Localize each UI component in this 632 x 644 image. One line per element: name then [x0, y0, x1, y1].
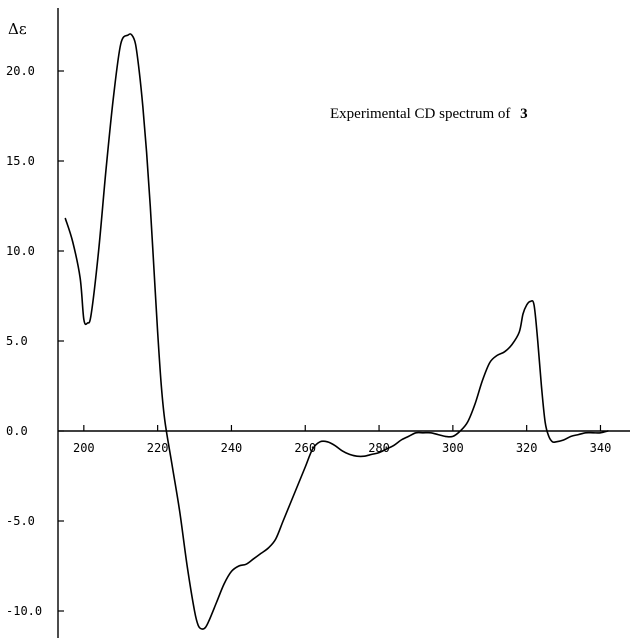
x-tick-label: 200	[73, 441, 95, 455]
y-tick-label: 0.0	[6, 424, 28, 438]
x-tick-label: 300	[442, 441, 464, 455]
annotation-text: Experimental CD spectrum of	[330, 106, 510, 122]
x-tick-label: 320	[516, 441, 538, 455]
chart-annotation: Experimental CD spectrum of 3	[330, 106, 528, 122]
y-tick-label: 5.0	[6, 334, 28, 348]
y-tick-label: -5.0	[6, 514, 35, 528]
x-tick-label: 220	[147, 441, 169, 455]
tick-marks	[58, 70, 602, 612]
x-tick-label: 240	[221, 441, 243, 455]
y-tick-label: -10.0	[6, 604, 42, 618]
y-axis-label: Δε	[8, 20, 27, 38]
x-tick-label: 280	[368, 441, 390, 455]
y-tick-label: 20.0	[6, 64, 35, 78]
cd-spectrum-curve	[64, 33, 609, 630]
y-tick-label: 15.0	[6, 154, 35, 168]
annotation-compound: 3	[520, 106, 528, 122]
x-tick-label: 340	[590, 441, 612, 455]
y-tick-label: 10.0	[6, 244, 35, 258]
